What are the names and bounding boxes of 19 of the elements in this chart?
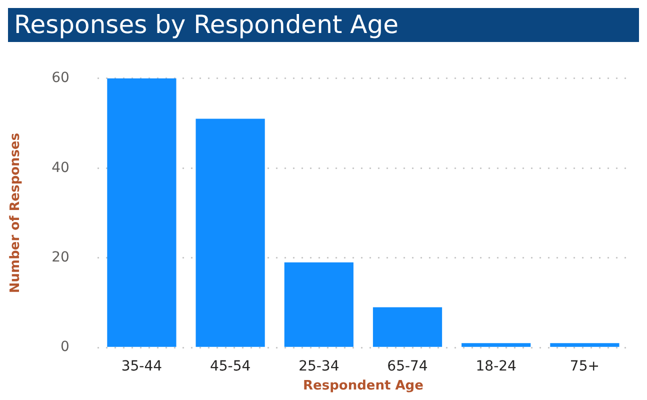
y-tick-label: 40 [52,160,70,176]
x-axis-title: Respondent Age [303,378,424,394]
x-tick-label: 45-54 [210,358,251,375]
x-tick-label: 65-74 [387,358,428,375]
bar [284,262,354,347]
bar [462,343,531,347]
chart-title: Responses by Respondent Age [8,8,639,42]
x-tick-label: 18-24 [476,358,517,375]
y-tick-label: 0 [60,339,70,356]
bar [372,307,442,347]
bar [107,78,176,347]
y-tick-label: 20 [52,250,70,266]
x-tick-label: 25-34 [298,358,340,375]
bar [550,343,620,347]
y-axis-title: Number of Responses [8,132,24,294]
y-tick-label: 60 [52,70,70,86]
bar [196,118,265,347]
x-tick-label: 35-44 [121,358,162,375]
x-tick-label: 75+ [570,358,600,375]
